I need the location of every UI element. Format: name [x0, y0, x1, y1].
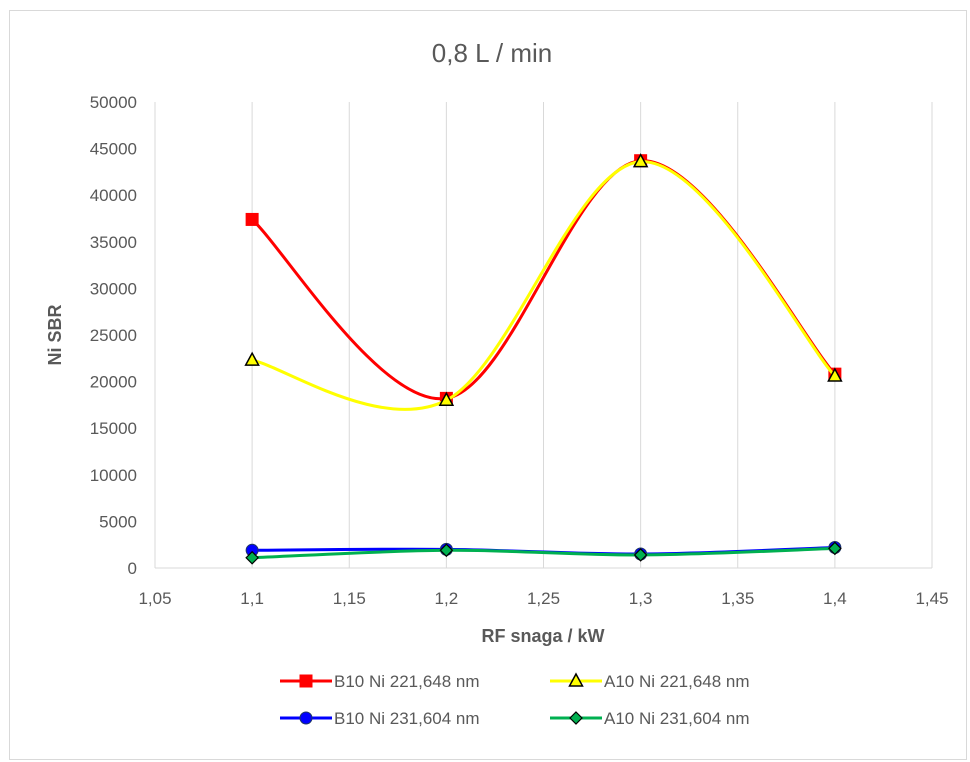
data-point [632, 153, 649, 168]
chart-title: 0,8 L / min [432, 38, 552, 68]
x-tick-label: 1,1 [240, 589, 264, 608]
chart-frame [9, 10, 967, 760]
y-tick-label: 5000 [99, 512, 137, 531]
legend-item: B10 Ni 221,648 nm [280, 672, 480, 691]
x-tick-label: 1,4 [823, 589, 847, 608]
y-tick-label: 35000 [90, 233, 137, 252]
legend-marker [299, 711, 313, 725]
y-tick-label: 25000 [90, 326, 137, 345]
y-tick-label: 40000 [90, 186, 137, 205]
legend: B10 Ni 221,648 nm A10 Ni 221,648 nm B10 Ni… [280, 672, 750, 728]
legend-marker [299, 674, 313, 688]
series-2 [244, 153, 843, 411]
data-point [245, 212, 259, 226]
data-point [828, 541, 842, 556]
y-tick-label: 20000 [90, 373, 137, 392]
series-layer [244, 153, 843, 565]
y-axis-title: Ni SBR [45, 304, 65, 365]
x-tick-label: 1,2 [435, 589, 459, 608]
data-point [633, 548, 648, 562]
legend-label: A10 Ni 231,604 nm [604, 709, 750, 728]
x-tick-label: 1,05 [138, 589, 171, 608]
y-tick-label: 30000 [90, 279, 137, 298]
y-tick-label: 50000 [90, 93, 137, 112]
series-4 [245, 541, 842, 565]
x-axis-title: RF snaga / kW [481, 626, 604, 646]
legend-item: A10 Ni 221,648 nm [550, 672, 750, 691]
data-point [827, 367, 843, 382]
y-tick-label: 10000 [90, 466, 137, 485]
y-tick-label: 0 [128, 559, 137, 578]
data-point [439, 543, 454, 558]
legend-label: B10 Ni 231,604 nm [334, 709, 480, 728]
grid-lines [251, 102, 933, 568]
axes [154, 102, 932, 569]
data-point [438, 391, 455, 406]
legend-item: A10 Ni 231,604 nm [550, 709, 750, 728]
x-tick-label: 1,15 [333, 589, 366, 608]
data-point [244, 351, 260, 366]
legend-label: B10 Ni 221,648 nm [334, 672, 480, 691]
legend-item: B10 Ni 231,604 nm [280, 709, 480, 728]
x-tick-label: 1,35 [721, 589, 754, 608]
x-tick-label: 1,25 [527, 589, 560, 608]
y-tick-label: 15000 [90, 419, 137, 438]
legend-marker [568, 672, 584, 687]
y-tick-label: 45000 [90, 140, 137, 159]
x-tick-label: 1,45 [915, 589, 948, 608]
legend-marker [569, 711, 583, 725]
series-line [250, 546, 837, 560]
legend-label: A10 Ni 221,648 nm [604, 672, 750, 691]
data-point [245, 550, 259, 565]
tick-labels: 1,05 1,1 1,15 1,2 1,25 1,3 1,35 1,4 1,45 0 5000 100… [90, 93, 949, 608]
series-line [250, 160, 837, 411]
x-tick-label: 1,3 [629, 589, 653, 608]
